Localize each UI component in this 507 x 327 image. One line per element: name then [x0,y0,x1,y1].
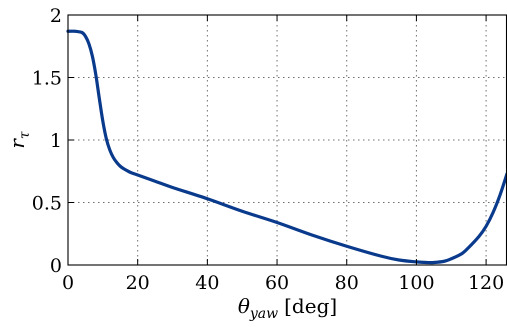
y-axis-label-subscript: τ [17,131,33,139]
y-tick-label: 1.5 [32,68,62,90]
x-tick-label: 40 [195,272,219,294]
x-axis-label-unit: [deg] [284,294,337,318]
y-tick-label: 0.5 [32,193,62,215]
x-tick-label: 100 [398,272,434,294]
x-tick-label: 120 [468,272,504,294]
grid-lines [68,15,507,265]
y-axis-label: rτ [5,131,33,149]
x-tick-label: 60 [265,272,289,294]
series-line [66,29,507,265]
x-tick-labels: 0 20 40 60 80 100 120 [62,272,504,294]
x-tick-label: 20 [126,272,150,294]
y-tick-labels: 0 0.5 1 1.5 2 [32,5,62,277]
x-tick-label: 80 [335,272,359,294]
y-axis-label-symbol: r [5,138,29,149]
axis-ticks [67,14,487,266]
y-tick-label: 0 [50,255,62,277]
y-tick-label: 1 [50,130,62,152]
x-axis-label: θyaw [deg] [238,294,337,322]
x-tick-label: 0 [62,272,74,294]
x-axis-label-subscript: yaw [249,306,278,322]
y-tick-label: 2 [50,5,62,27]
x-axis-label-symbol: θ [238,294,250,318]
